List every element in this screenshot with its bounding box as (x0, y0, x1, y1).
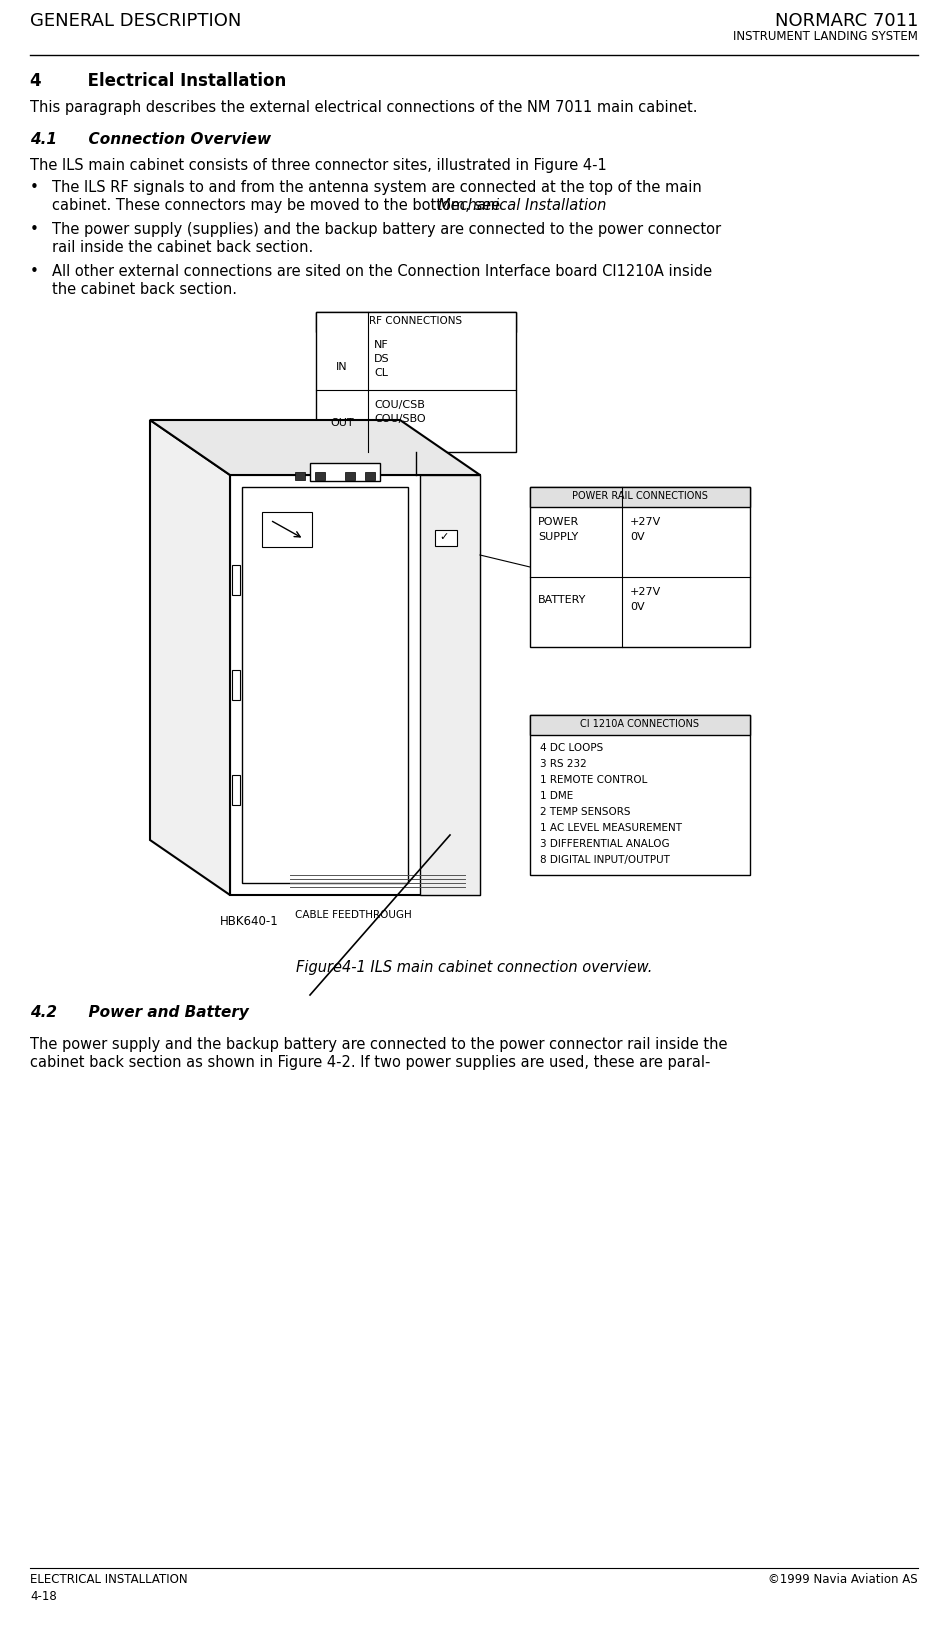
Bar (315, 472, 325, 480)
Bar (242, 487, 408, 882)
Text: This paragraph describes the external electrical connections of the NM 7011 main: This paragraph describes the external el… (30, 99, 698, 116)
Text: Figure4-1 ILS main cabinet connection overview.: Figure4-1 ILS main cabinet connection ov… (296, 961, 652, 975)
Text: 8 DIGITAL INPUT/OUTPUT: 8 DIGITAL INPUT/OUTPUT (540, 855, 670, 864)
Text: CL: CL (374, 368, 388, 378)
Bar (262, 511, 312, 547)
Text: ELECTRICAL INSTALLATION: ELECTRICAL INSTALLATION (30, 1573, 188, 1586)
Text: POWER RAIL CONNECTIONS: POWER RAIL CONNECTIONS (572, 492, 708, 501)
Bar (316, 313, 516, 453)
Text: 4.2      Power and Battery: 4.2 Power and Battery (30, 1004, 249, 1021)
Text: Mechanical Installation: Mechanical Installation (438, 199, 607, 213)
Bar (435, 531, 457, 545)
Text: 1 DME: 1 DME (540, 791, 574, 801)
Text: The power supply and the backup battery are connected to the power connector rai: The power supply and the backup battery … (30, 1037, 727, 1052)
Bar (232, 565, 240, 594)
Text: GENERAL DESCRIPTION: GENERAL DESCRIPTION (30, 11, 242, 29)
Text: COU/SBO: COU/SBO (374, 414, 426, 423)
Text: 4-18: 4-18 (30, 1591, 57, 1604)
Text: cabinet back section as shown in Figure 4-2. If two power supplies are used, the: cabinet back section as shown in Figure … (30, 1055, 710, 1070)
Text: the cabinet back section.: the cabinet back section. (52, 282, 237, 296)
Text: RF CONNECTIONS: RF CONNECTIONS (370, 316, 463, 326)
Bar (232, 775, 240, 804)
Text: All other external connections are sited on the Connection Interface board CI121: All other external connections are sited… (52, 264, 712, 278)
Text: NF: NF (374, 340, 389, 350)
Bar (530, 487, 750, 506)
Text: The ILS RF signals to and from the antenna system are connected at the top of th: The ILS RF signals to and from the anten… (52, 181, 702, 195)
Text: DS: DS (374, 353, 390, 365)
Text: NORMARC 7011: NORMARC 7011 (775, 11, 918, 29)
Polygon shape (150, 420, 230, 895)
Text: The ILS main cabinet consists of three connector sites, illustrated in Figure 4-: The ILS main cabinet consists of three c… (30, 158, 607, 173)
Text: 0V: 0V (630, 602, 645, 612)
Bar (420, 475, 480, 895)
Text: IN: IN (337, 361, 348, 373)
Text: +27V: +27V (630, 588, 662, 597)
Text: +27V: +27V (630, 518, 662, 527)
Bar (530, 715, 750, 874)
Bar (345, 472, 355, 480)
Text: POWER: POWER (538, 518, 579, 527)
Text: .: . (578, 199, 583, 213)
Bar (530, 487, 750, 646)
Text: CI 1210A CONNECTIONS: CI 1210A CONNECTIONS (580, 720, 700, 729)
Bar (530, 715, 750, 734)
Text: 3 RS 232: 3 RS 232 (540, 759, 587, 768)
Text: •: • (30, 264, 39, 278)
Text: rail inside the cabinet back section.: rail inside the cabinet back section. (52, 239, 313, 256)
Bar (316, 313, 516, 332)
Text: cabinet. These connectors may be moved to the bottom, see: cabinet. These connectors may be moved t… (52, 199, 504, 213)
Bar (365, 472, 375, 480)
Text: 1 REMOTE CONTROL: 1 REMOTE CONTROL (540, 775, 647, 785)
Text: BATTERY: BATTERY (538, 594, 587, 606)
Text: SUPPLY: SUPPLY (538, 532, 578, 542)
Text: 3 DIFFERENTIAL ANALOG: 3 DIFFERENTIAL ANALOG (540, 838, 669, 848)
Text: 4.1      Connection Overview: 4.1 Connection Overview (30, 132, 271, 147)
Text: ©1999 Navia Aviation AS: ©1999 Navia Aviation AS (769, 1573, 918, 1586)
Text: ✓: ✓ (439, 532, 448, 542)
Text: HBK640-1: HBK640-1 (220, 915, 279, 928)
Text: 0V: 0V (630, 532, 645, 542)
Text: OUT: OUT (330, 418, 354, 428)
Bar (230, 475, 480, 895)
Bar (310, 462, 380, 480)
Text: The power supply (supplies) and the backup battery are connected to the power co: The power supply (supplies) and the back… (52, 221, 721, 238)
Text: INSTRUMENT LANDING SYSTEM: INSTRUMENT LANDING SYSTEM (733, 29, 918, 42)
Text: •: • (30, 181, 39, 195)
Polygon shape (150, 420, 480, 475)
Text: 1 AC LEVEL MEASUREMENT: 1 AC LEVEL MEASUREMENT (540, 824, 682, 834)
Text: 4 DC LOOPS: 4 DC LOOPS (540, 742, 603, 754)
Text: •: • (30, 221, 39, 238)
Text: 2 TEMP SENSORS: 2 TEMP SENSORS (540, 807, 630, 817)
Bar (232, 671, 240, 700)
Text: CABLE FEEDTHROUGH: CABLE FEEDTHROUGH (295, 910, 411, 920)
Text: 4        Electrical Installation: 4 Electrical Installation (30, 72, 286, 90)
Text: COU/CSB: COU/CSB (374, 400, 425, 410)
Bar (295, 472, 305, 480)
